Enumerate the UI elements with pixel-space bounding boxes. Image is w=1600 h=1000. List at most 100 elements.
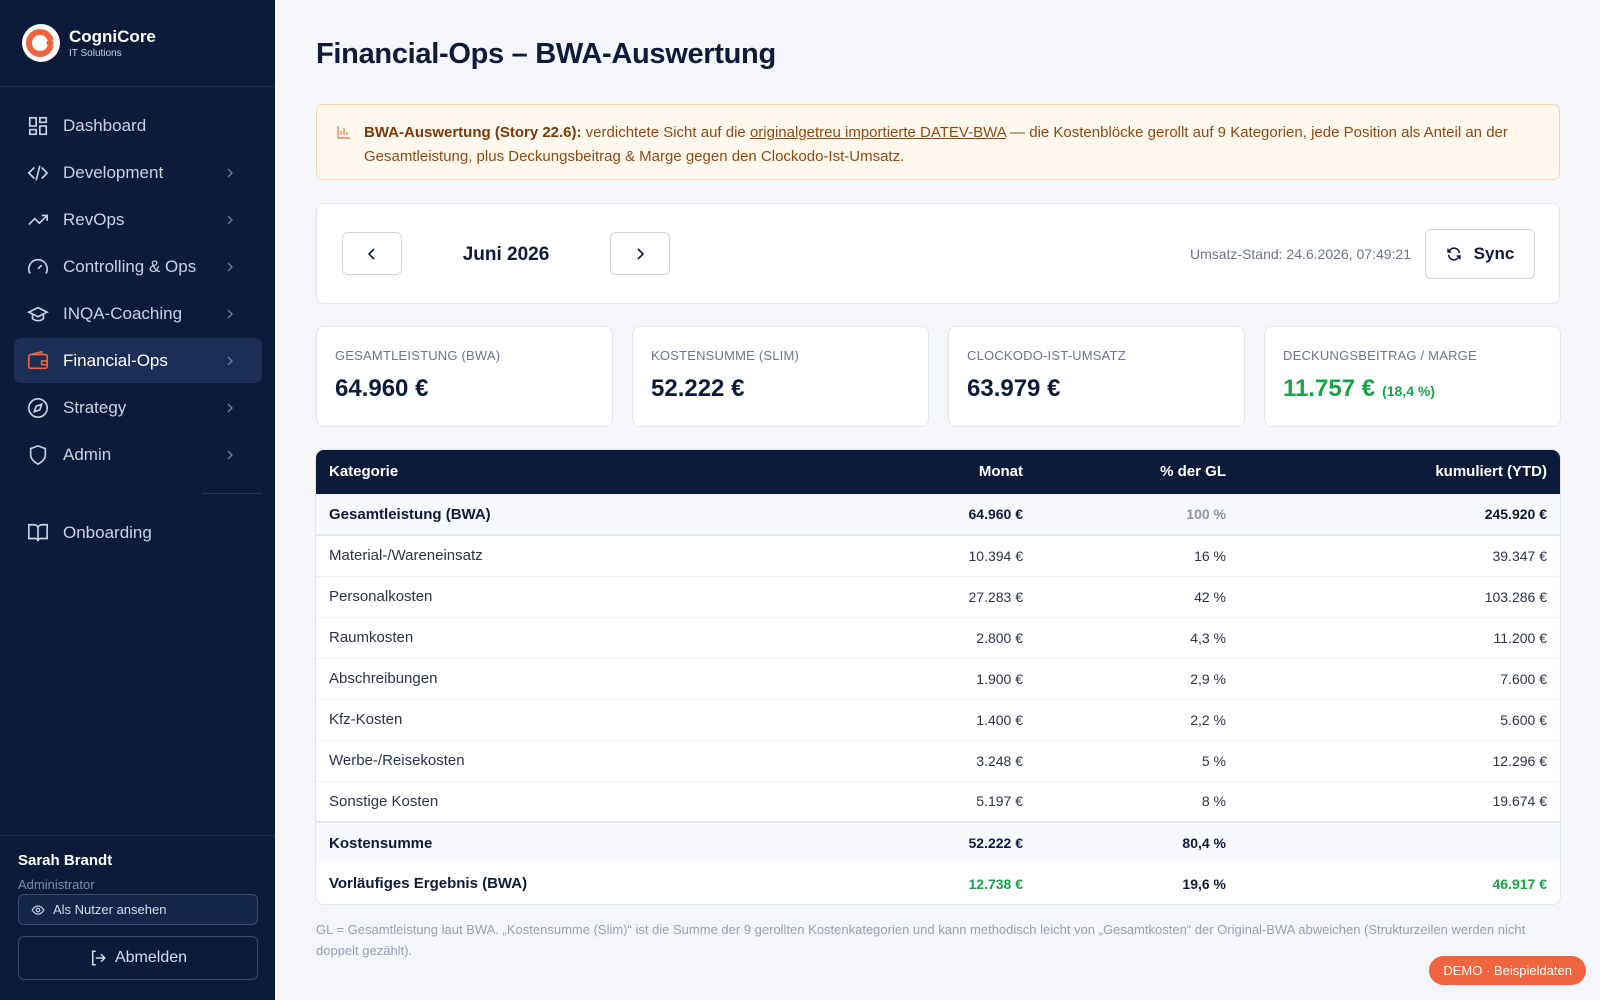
brand[interactable]: CogniCore IT Solutions <box>22 24 156 62</box>
user-role: Administrator <box>18 877 95 892</box>
view-as-label: Als Nutzer ansehen <box>53 902 167 917</box>
logout-icon <box>91 950 106 966</box>
table-cell-number: 245.920 € <box>1239 493 1560 536</box>
notice-bold: BWA-Auswertung (Story 22.6): <box>364 124 582 141</box>
divider <box>0 835 275 836</box>
period-month: Juni 2026 <box>462 244 550 265</box>
kpi-value-row: 11.757 € (18,4 %) <box>1283 375 1542 403</box>
kpi-extra: (18,4 %) <box>1382 383 1436 399</box>
demo-badge: DEMO · Beispieldaten <box>1429 956 1586 985</box>
kpi-card: DECKUNGSBEITRAG / MARGE 11.757 € (18,4 %) <box>1264 326 1561 427</box>
nav-icon <box>28 258 48 274</box>
eye-icon <box>31 904 45 915</box>
nav-item[interactable]: Financial-Ops <box>14 338 262 383</box>
column-header: % der GL <box>1036 450 1239 494</box>
chevron-left <box>367 247 375 260</box>
chevron <box>227 356 233 366</box>
kpi-label: DECKUNGSBEITRAG / MARGE <box>1283 348 1477 363</box>
nav-divider <box>202 493 262 494</box>
table-cell-number: 8 % <box>1036 780 1239 822</box>
sync-button[interactable]: Sync <box>1425 229 1535 279</box>
kpi-label: KOSTENSUMME (SLIM) <box>651 348 800 363</box>
table-row: Material-/Wareneinsatz 10.394 €16 % 39.347… <box>316 534 1560 576</box>
nav-item[interactable]: Onboarding <box>14 510 262 555</box>
nav-item[interactable]: INQA-Coaching <box>14 291 262 336</box>
table-cell-category: Material-/Wareneinsatz <box>316 534 836 576</box>
brand-sub: IT Solutions <box>69 48 122 59</box>
chevron <box>227 309 233 319</box>
table-cell-number: 64.960 € <box>836 493 1036 536</box>
notice-text: — die Kostenblöcke gerollt auf 9 Kategor… <box>364 124 1508 165</box>
kpi-card: GESAMTLEISTUNG (BWA) 64.960 € <box>316 326 613 427</box>
table-row: Sonstige Kosten 5.197 €8 % 19.674 € <box>316 780 1560 822</box>
table-cell-number: 10.394 € <box>836 534 1036 576</box>
notice-text: verdichtete Sicht auf die <box>581 124 750 141</box>
nav-label: Financial-Ops <box>63 350 168 370</box>
nav-item[interactable]: RevOps <box>14 197 262 242</box>
bwa-table: Kategorie Monat% der GL kumuliert (YTD) Ges… <box>316 450 1560 904</box>
table-cell-category: Vorläufiges Ergebnis (BWA) <box>316 863 836 904</box>
kpi-value-row: 52.222 € <box>651 375 910 403</box>
brand-name: CogniCore <box>69 27 156 46</box>
nav-icon <box>28 350 48 369</box>
nav-icon <box>28 116 48 135</box>
kpi-value: 52.222 € <box>651 375 745 402</box>
nav-icon <box>29 444 47 465</box>
view-as-button[interactable]: Als Nutzer ansehen <box>18 894 258 925</box>
next-button[interactable] <box>610 232 670 275</box>
table-cell-category: Gesamtleistung (BWA) <box>316 493 836 536</box>
chevron <box>227 262 233 272</box>
chart-icon <box>337 126 350 139</box>
table-cell-number: 16 % <box>1036 534 1239 576</box>
table-cell-category: Kostensumme <box>316 821 836 863</box>
nav-item[interactable]: Controlling & Ops <box>14 244 262 289</box>
column-header: Kategorie <box>316 450 836 494</box>
page-title: Financial-Ops – BWA-Auswertung <box>316 38 776 70</box>
kpi-value-row: 63.979 € <box>967 375 1226 403</box>
kpi-value: 11.757 € <box>1283 375 1376 402</box>
table-cell-category: Personalkosten <box>316 575 836 617</box>
column-header: Monat <box>836 450 1036 494</box>
table-cell-number: 12.296 € <box>1239 739 1560 781</box>
table-cell-number: 1.400 € <box>836 698 1036 740</box>
notice: BWA-Auswertung (Story 22.6): verdichtete… <box>316 104 1560 180</box>
prev-button[interactable] <box>342 232 402 275</box>
user-panel: Sarah Brandt Administrator Als Nutzer an… <box>18 852 258 980</box>
table-cell-number: 3.248 € <box>836 739 1036 781</box>
table-body: Gesamtleistung (BWA) 64.960 €100 % 245.920… <box>316 493 1560 904</box>
table-cell-category: Abschreibungen <box>316 657 836 699</box>
sync-icon <box>1446 247 1461 261</box>
table-cell-number: 5.197 € <box>836 780 1036 822</box>
kpi-label: GESAMTLEISTUNG (BWA) <box>335 348 501 363</box>
brand-text: CogniCore IT Solutions <box>69 27 156 59</box>
nav-item[interactable]: Strategy <box>14 385 262 430</box>
table-cell-category: Kfz-Kosten <box>316 698 836 740</box>
sync-label: Sync <box>1473 244 1515 263</box>
nav-label: INQA-Coaching <box>63 303 183 323</box>
nav-label: Admin <box>63 444 112 464</box>
nav: Dashboard Development RevOps Controlling & … <box>14 103 262 557</box>
chevron-right <box>637 247 645 260</box>
table-cell-number: 100 % <box>1036 493 1239 536</box>
nav-label: Controlling & Ops <box>63 256 197 276</box>
table-cell-number: 19,6 % <box>1036 863 1239 904</box>
table-header: Kategorie Monat% der GL kumuliert (YTD) <box>316 450 1560 494</box>
table-cell-number: 12.738 € <box>836 863 1036 904</box>
table-cell-number: 4,3 % <box>1036 616 1239 658</box>
chevron <box>227 403 233 413</box>
user-name: Sarah Brandt <box>18 852 113 869</box>
nav-label: RevOps <box>63 209 125 229</box>
notice-link[interactable]: originalgetreu importierte DATEV-BWA <box>749 124 1006 141</box>
nav-item[interactable]: Admin <box>14 432 262 477</box>
logout-button[interactable]: Abmelden <box>18 936 258 980</box>
table-cell-number: 2,2 % <box>1036 698 1239 740</box>
table-row: Gesamtleistung (BWA) 64.960 €100 % 245.920… <box>316 493 1560 536</box>
nav-icon <box>27 306 49 321</box>
table-cell-number: 42 % <box>1036 575 1239 617</box>
nav-item[interactable]: Dashboard <box>14 103 262 148</box>
table-cell-number: 19.674 € <box>1239 780 1560 822</box>
nav-item[interactable]: Development <box>14 150 262 195</box>
kpi-value: 63.979 € <box>967 375 1061 402</box>
kpi-card: CLOCKODO-IST-UMSATZ 63.979 € <box>948 326 1245 427</box>
